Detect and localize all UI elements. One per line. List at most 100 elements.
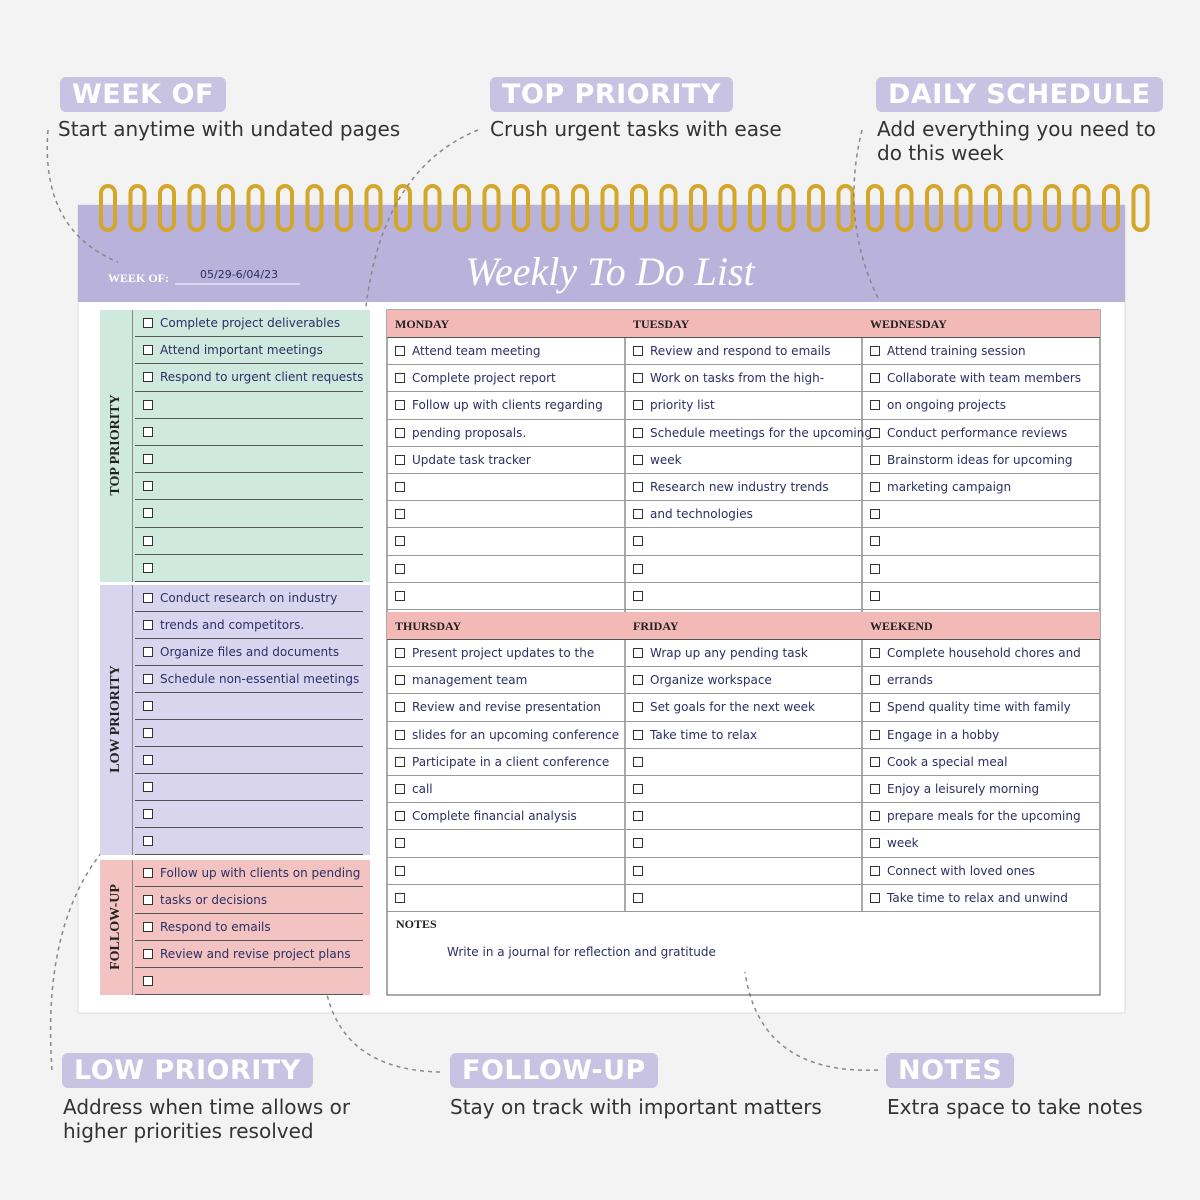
- task-text: management team: [412, 673, 528, 688]
- task-text: Wrap up any pending task: [650, 646, 808, 661]
- checkbox: [633, 590, 643, 601]
- task-row: Spend quality time with family: [862, 694, 1100, 722]
- task-text: errands: [887, 673, 933, 688]
- task-text: Review and revise presentation: [412, 700, 601, 715]
- checkbox: [143, 674, 153, 684]
- day-header: WEEKEND: [862, 612, 1100, 640]
- checkbox: [395, 729, 405, 740]
- callout-text: Start anytime with undated pages: [58, 117, 401, 141]
- checkbox: [395, 702, 405, 713]
- task-text: Connect with loved ones: [887, 863, 1035, 878]
- checkbox: [143, 399, 153, 410]
- task-row: Take time to relax and unwind: [862, 885, 1100, 912]
- task-text: Respond to urgent client requests: [160, 370, 364, 385]
- task-row: Take time to relax: [625, 722, 862, 749]
- checkbox: [870, 729, 880, 740]
- checkbox: [633, 838, 643, 849]
- task-row: Set goals for the next week: [625, 694, 862, 722]
- task-row: [625, 556, 862, 583]
- checkbox: [870, 648, 880, 659]
- task-row: [135, 555, 363, 582]
- task-text: call: [412, 782, 433, 797]
- task-text: Review and revise project plans: [160, 947, 351, 961]
- checkbox: [143, 481, 153, 492]
- task-row: [135, 419, 363, 446]
- checkbox: [143, 755, 153, 765]
- task-row: Cook a special meal: [862, 749, 1100, 776]
- task-row: Follow up with clients on pending: [135, 860, 363, 887]
- checkbox: [395, 865, 405, 876]
- checkbox: [870, 838, 880, 849]
- spiral: [99, 184, 1150, 232]
- checkbox: [395, 756, 405, 767]
- task-text: Research new industry trends: [650, 480, 829, 495]
- task-text: marketing campaign: [887, 480, 1012, 495]
- checkbox: [870, 865, 880, 876]
- day-header: MONDAY: [387, 310, 625, 338]
- checkbox: [143, 836, 153, 846]
- task-text: Attend team meeting: [412, 344, 541, 359]
- task-row: prepare meals for the upcoming: [862, 803, 1100, 831]
- checkbox: [395, 648, 405, 659]
- checkbox: [395, 482, 405, 493]
- checkbox: [143, 895, 153, 905]
- task-row: [387, 885, 625, 912]
- checkbox: [143, 426, 153, 437]
- day-header: FRIDAY: [625, 612, 862, 640]
- checkbox: [633, 346, 643, 357]
- task-row: Complete financial analysis: [387, 803, 625, 831]
- checkbox: [395, 346, 405, 357]
- task-row: [862, 501, 1100, 529]
- checkbox: [395, 536, 405, 547]
- checkbox: [870, 811, 880, 822]
- task-row: errands: [862, 667, 1100, 695]
- task-row: [135, 473, 363, 501]
- task-row: Participate in a client conference: [387, 749, 625, 776]
- task-row: [625, 885, 862, 912]
- callout-text: Add everything you need to do this week: [877, 117, 1156, 165]
- callout-text: Address when time allows or higher prior…: [63, 1095, 351, 1143]
- checkbox: [870, 784, 880, 795]
- task-row: Conduct performance reviews: [862, 420, 1100, 447]
- task-row: [862, 583, 1100, 610]
- checkbox: [143, 976, 153, 986]
- task-row: Connect with loved ones: [862, 858, 1100, 885]
- checkbox: [143, 922, 153, 932]
- callout-label: WEEK OF: [60, 77, 226, 112]
- callout-label: TOP PRIORITY: [490, 77, 733, 112]
- task-row: Research new industry trends: [625, 474, 862, 502]
- task-text: Brainstorm ideas for upcoming: [887, 452, 1073, 467]
- task-row: Conduct research on industry: [135, 585, 363, 612]
- checkbox: [633, 756, 643, 767]
- notes-text: Write in a journal for reflection and gr…: [447, 945, 716, 959]
- task-text: Engage in a hobby: [887, 727, 1000, 742]
- task-row: [135, 446, 363, 474]
- task-row: week: [862, 830, 1100, 858]
- task-text: Enjoy a leisurely morning: [887, 782, 1040, 797]
- task-text: slides for an upcoming conference: [412, 727, 620, 742]
- task-text: pending proposals.: [412, 425, 527, 440]
- task-row: Complete project deliverables: [135, 310, 363, 338]
- day-header: TUESDAY: [625, 310, 862, 338]
- task-row: [625, 803, 862, 831]
- task-row: [862, 556, 1100, 583]
- task-row: and technologies: [625, 501, 862, 529]
- task-row: Review and respond to emails: [625, 338, 862, 366]
- task-row: Attend team meeting: [387, 338, 625, 366]
- task-text: week: [887, 836, 919, 851]
- task-row: pending proposals.: [387, 420, 625, 447]
- task-row: Follow up with clients regarding: [387, 392, 625, 420]
- task-text: Cook a special meal: [887, 754, 1008, 769]
- task-text: priority list: [650, 398, 715, 413]
- checkbox: [870, 702, 880, 713]
- task-text: Schedule non-essential meetings: [160, 672, 360, 686]
- checkbox: [395, 427, 405, 438]
- task-row: Attend training session: [862, 338, 1100, 366]
- task-row: [135, 392, 363, 419]
- task-row: [625, 776, 862, 804]
- task-row: [387, 501, 625, 529]
- task-row: [625, 528, 862, 556]
- checkbox: [633, 400, 643, 411]
- week-of-value: 05/29-6/04/23: [200, 268, 279, 281]
- task-text: Complete financial analysis: [412, 809, 577, 824]
